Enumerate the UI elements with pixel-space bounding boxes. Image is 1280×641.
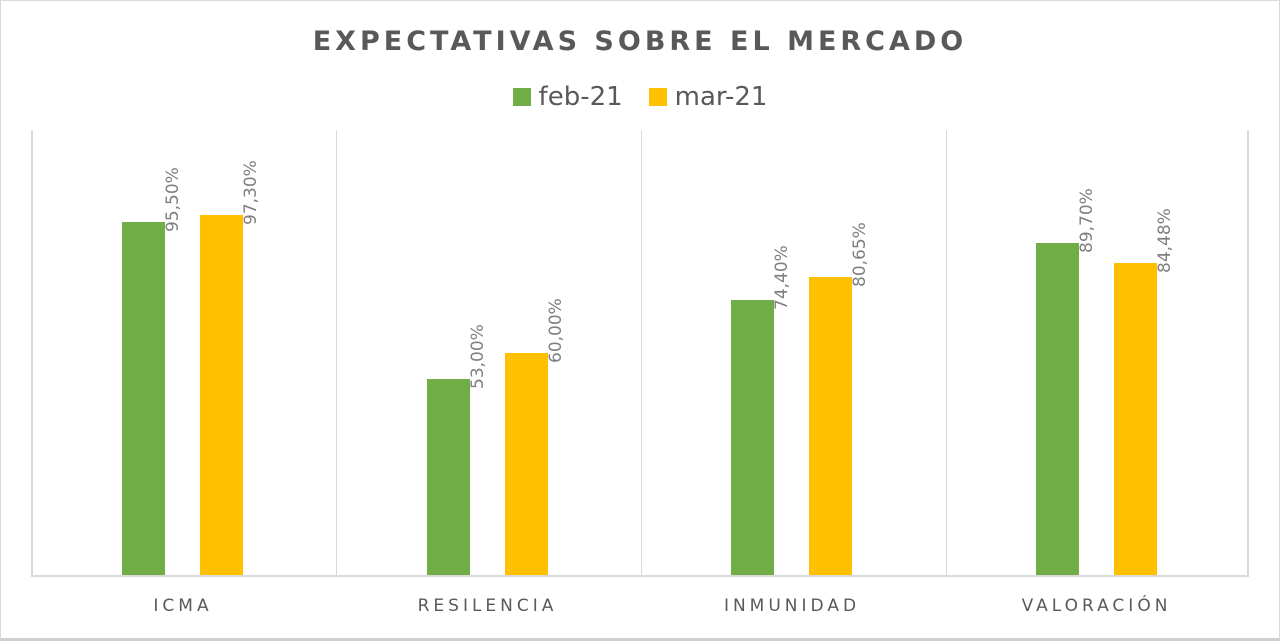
- legend-item-mar-21: mar-21: [648, 82, 768, 112]
- category-divider: [336, 130, 337, 575]
- plot-area: 95,50% 97,30% 53,00% 60,00% 74,40% 80,65% 89,7…: [31, 130, 1249, 577]
- legend-label-feb-21: feb-21: [538, 82, 623, 112]
- bar-feb-21-icma: [122, 222, 165, 575]
- data-label: 95,50%: [163, 167, 183, 233]
- bar-mar-21-inmunidad: [809, 276, 852, 575]
- legend-swatch-mar-21: [648, 88, 667, 106]
- data-label: 84,48%: [1154, 207, 1175, 273]
- data-label: 53,00%: [467, 324, 488, 390]
- data-label: 97,30%: [241, 160, 261, 226]
- legend-label-mar-21: mar-21: [674, 82, 768, 112]
- bar-mar-21-valoración: [1113, 262, 1157, 575]
- bar-feb-21-resilencia: [426, 379, 470, 575]
- category-divider: [641, 130, 642, 575]
- bar-mar-21-resilencia: [504, 353, 548, 575]
- category-label-valoración: VALORACIÓN: [1021, 596, 1172, 616]
- legend: feb-21 mar-21: [0, 82, 1280, 112]
- category-divider: [946, 130, 947, 575]
- data-label: 74,40%: [772, 245, 792, 311]
- category-label-icma: ICMA: [153, 596, 213, 616]
- bar-feb-21-inmunidad: [731, 300, 774, 575]
- chart-title: EXPECTATIVAS SOBRE EL MERCADO: [312, 26, 968, 57]
- legend-item-feb-21: feb-21: [512, 82, 623, 112]
- bar-mar-21-icma: [200, 215, 243, 575]
- data-label: 80,65%: [850, 222, 870, 287]
- category-label-resilencia: RESILENCIA: [417, 596, 558, 616]
- category-label-inmunidad: INMUNIDAD: [723, 596, 861, 616]
- data-label: 89,70%: [1076, 188, 1097, 254]
- legend-swatch-feb-21: [512, 88, 531, 106]
- data-label: 60,00%: [545, 298, 566, 364]
- bar-feb-21-valoración: [1035, 243, 1079, 575]
